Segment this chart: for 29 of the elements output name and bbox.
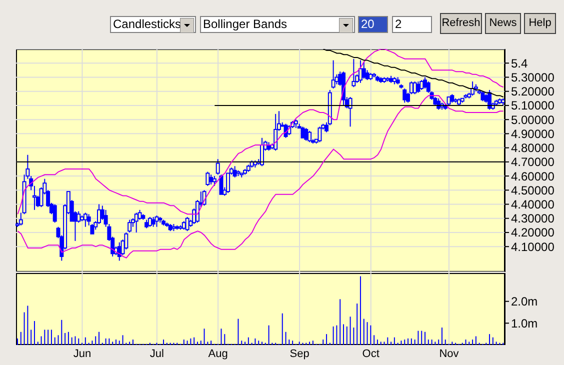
x-tick-label: Jun <box>73 348 92 360</box>
text: 20 <box>358 16 388 33</box>
y-tick-label: 4.30000 <box>511 212 555 226</box>
y-tick-label: 5.30000 <box>511 70 555 84</box>
y-tick-label: 5.10000 <box>511 98 555 113</box>
y-tick-label: 5.00000 <box>511 112 555 127</box>
y-tick-label: 4.10000 <box>511 240 555 254</box>
y-tick-label: 4.60000 <box>511 169 555 184</box>
text: Candlesticks <box>110 16 196 33</box>
y-tick-label: 4.50000 <box>511 183 555 198</box>
text: Refresh <box>440 13 482 34</box>
x-tick-label: Jul <box>150 348 164 360</box>
x-tick-label: Nov <box>439 348 460 360</box>
y-tick-label: 2.0m <box>511 294 538 309</box>
y-tick-label: 4.90000 <box>511 126 555 141</box>
y-tick-label: 4.20000 <box>511 226 555 240</box>
x-tick-label: Sep <box>290 348 310 360</box>
x-tick-label: Oct <box>362 348 380 360</box>
y-tick-label: 4.70000 <box>511 155 555 170</box>
text: Bollinger Bands <box>200 16 355 33</box>
y-tick-label: 5.4 <box>511 56 528 70</box>
y-tick-label: 5.20000 <box>511 84 555 99</box>
x-tick-label: Aug <box>208 348 228 360</box>
text: News <box>485 13 521 34</box>
text: 2 <box>392 16 432 33</box>
y-tick-label: 1.0m <box>511 316 538 330</box>
y-tick-label: 4.40000 <box>511 198 555 212</box>
text: Help <box>524 13 556 34</box>
y-tick-label: 4.80000 <box>511 141 555 156</box>
